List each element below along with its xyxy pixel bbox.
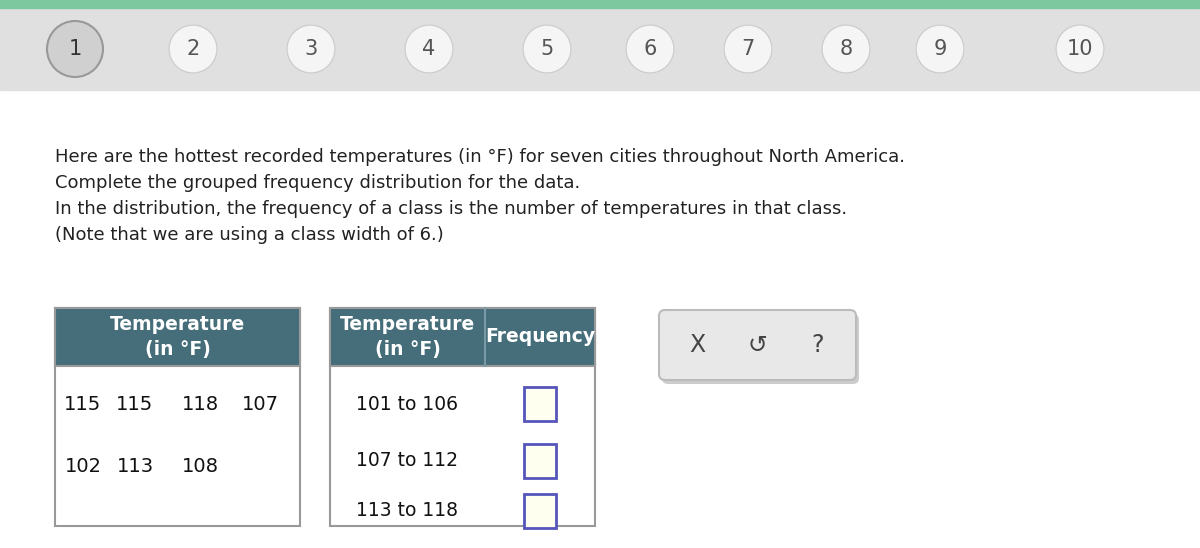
Text: 1: 1 [68, 39, 82, 59]
Bar [55, 308, 300, 366]
FancyBboxPatch shape [662, 314, 859, 384]
Text: (Note that we are using a class width of 6.): (Note that we are using a class width of… [55, 226, 444, 244]
Circle shape [626, 25, 674, 73]
Circle shape [822, 25, 870, 73]
Text: ↺: ↺ [748, 333, 767, 357]
Text: 6: 6 [643, 39, 656, 59]
Text: 113: 113 [116, 456, 154, 476]
FancyBboxPatch shape [659, 310, 856, 380]
Bar [0, 90, 1200, 548]
Text: 102: 102 [65, 456, 102, 476]
Text: X: X [689, 333, 706, 357]
Text: 108: 108 [181, 456, 218, 476]
Text: Complete the grouped frequency distribution for the data.: Complete the grouped frequency distribut… [55, 174, 581, 192]
Text: In the distribution, the frequency of a class is the number of temperatures in t: In the distribution, the frequency of a … [55, 200, 847, 218]
Text: 4: 4 [422, 39, 436, 59]
Text: 118: 118 [181, 395, 218, 414]
Bar [55, 308, 300, 526]
Text: Frequency: Frequency [485, 328, 595, 346]
Bar [524, 444, 556, 478]
Text: 8: 8 [840, 39, 852, 59]
Text: Temperature
(in °F): Temperature (in °F) [340, 315, 475, 359]
Circle shape [1056, 25, 1104, 73]
Circle shape [169, 25, 217, 73]
Text: 3: 3 [305, 39, 318, 59]
Circle shape [916, 25, 964, 73]
Text: 107 to 112: 107 to 112 [356, 452, 458, 471]
Circle shape [523, 25, 571, 73]
Bar [0, 8, 1200, 90]
Text: 7: 7 [742, 39, 755, 59]
Bar [330, 308, 595, 526]
Text: Here are the hottest recorded temperatures (in °F) for seven cities throughout N: Here are the hottest recorded temperatur… [55, 148, 905, 166]
Text: 115: 115 [65, 395, 102, 414]
Bar [0, 0, 1200, 8]
Text: 113 to 118: 113 to 118 [356, 501, 458, 521]
Circle shape [724, 25, 772, 73]
Bar [330, 308, 595, 366]
Circle shape [406, 25, 454, 73]
Bar [524, 387, 556, 421]
Circle shape [47, 21, 103, 77]
Bar [524, 494, 556, 528]
Text: 9: 9 [934, 39, 947, 59]
Text: 10: 10 [1067, 39, 1093, 59]
Text: 2: 2 [186, 39, 199, 59]
Text: ?: ? [811, 333, 824, 357]
Text: 101 to 106: 101 to 106 [356, 395, 458, 414]
Text: 5: 5 [540, 39, 553, 59]
Text: Temperature
(in °F): Temperature (in °F) [110, 315, 245, 359]
Text: 115: 115 [116, 395, 154, 414]
Circle shape [287, 25, 335, 73]
Text: 107: 107 [241, 395, 278, 414]
